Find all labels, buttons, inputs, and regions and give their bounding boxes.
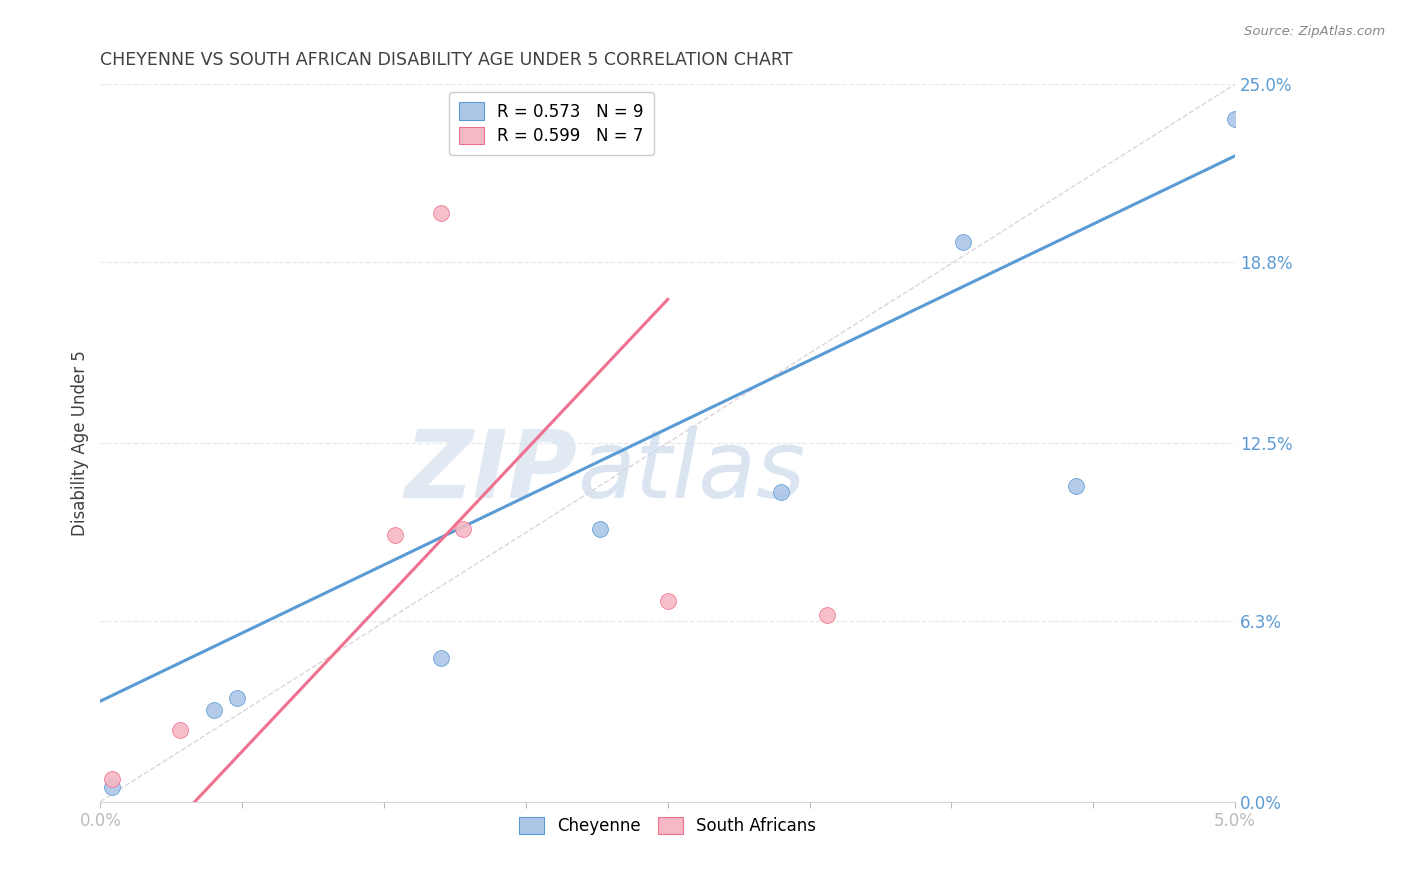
Point [952,235,974,249]
Point [588,522,610,536]
Text: CHEYENNE VS SOUTH AFRICAN DISABILITY AGE UNDER 5 CORRELATION CHART: CHEYENNE VS SOUTH AFRICAN DISABILITY AGE… [100,51,793,69]
Text: Source: ZipAtlas.com: Source: ZipAtlas.com [1244,25,1385,38]
Point [202,703,225,717]
Point [384,527,406,541]
Point [100,772,122,786]
Point [1223,112,1246,126]
Point [1064,479,1087,493]
Point [453,522,475,536]
Point [100,780,122,795]
Text: atlas: atlas [576,426,806,517]
Point [169,723,191,737]
Point [225,691,247,706]
Point [770,484,793,499]
Text: ZIP: ZIP [404,425,576,517]
Y-axis label: Disability Age Under 5: Disability Age Under 5 [72,350,89,536]
Legend: Cheyenne, South Africans: Cheyenne, South Africans [510,809,824,844]
Point [429,206,451,220]
Point [657,593,679,607]
Point [815,608,838,623]
Point [429,651,451,665]
